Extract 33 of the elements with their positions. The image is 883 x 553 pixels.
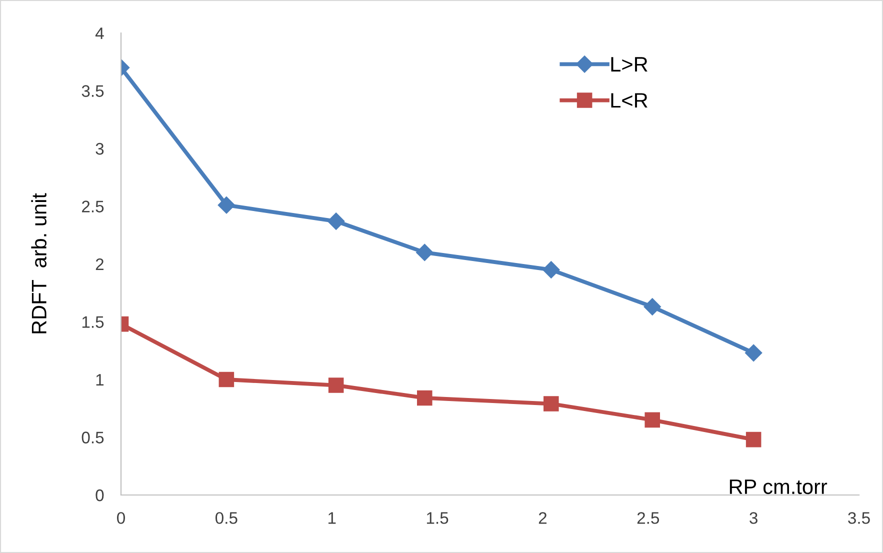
x-tick-label: 0.5 (215, 512, 238, 524)
y-tick-label: 0 (96, 489, 104, 502)
x-tick-label: 3.5 (848, 512, 870, 524)
x-tick-label: 2 (538, 512, 547, 524)
y-axis-title: RDFT arb. unit (31, 193, 46, 334)
point (328, 378, 344, 393)
point (218, 196, 235, 214)
legend-label: L<R (611, 93, 648, 108)
y-tick-label: 4 (95, 28, 104, 40)
point (416, 244, 434, 261)
x-tick-label: 2.5 (637, 512, 660, 524)
point (416, 390, 432, 406)
point (745, 344, 762, 362)
x-tick-label: 3 (750, 512, 758, 524)
x-axis-title: RP cm.torr (730, 480, 828, 494)
y-tick-label: 3.5 (82, 85, 104, 97)
point (644, 298, 661, 316)
legend-label: L>R (611, 57, 648, 72)
point (328, 212, 345, 230)
x-tick-label: 0 (117, 512, 125, 524)
y-tick-label: 2 (96, 258, 104, 270)
y-tick-label: 0.5 (82, 432, 104, 444)
x-tick-label: 1.5 (426, 512, 448, 524)
y-tick-label: 1 (96, 374, 104, 386)
point (644, 412, 660, 428)
point (542, 261, 560, 278)
point (746, 432, 762, 448)
y-tick-label: 2.5 (82, 200, 104, 212)
y-tick-label: 1.5 (82, 316, 104, 328)
y-tick-label: 3 (96, 142, 104, 155)
point (218, 372, 234, 388)
point (544, 396, 559, 412)
x-tick-label: 1 (328, 512, 336, 524)
